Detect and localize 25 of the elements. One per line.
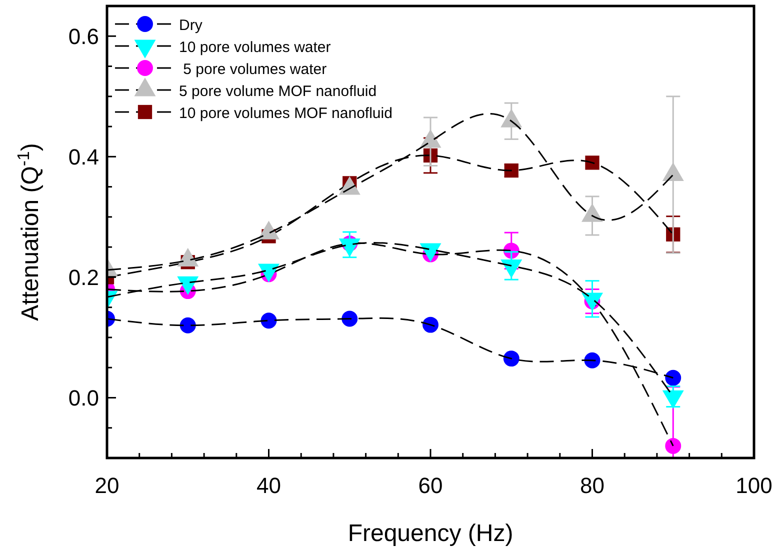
y-tick-label: 0.4 <box>68 144 99 170</box>
legend-label: Dry <box>179 17 203 34</box>
x-tick-label: 80 <box>580 473 604 498</box>
legend-label: 10 pore volumes water <box>179 39 331 56</box>
legend-label: 10 pore volumes MOF nanofluid <box>179 105 392 122</box>
point <box>665 438 682 454</box>
legend-label: 5 pore volume MOF nanofluid <box>179 83 377 100</box>
point <box>503 350 520 367</box>
y-tick-label: 0.0 <box>68 386 99 411</box>
x-tick-label: 20 <box>94 473 120 498</box>
x-axis-title: Frequency (Hz) <box>348 520 514 547</box>
point <box>180 317 196 334</box>
x-tick-label: 100 <box>736 473 772 498</box>
point <box>504 163 518 178</box>
point <box>422 316 438 333</box>
point <box>584 352 600 368</box>
x-tick-label: 40 <box>256 473 281 498</box>
point <box>260 312 277 329</box>
y-tick-label: 0.6 <box>68 24 99 50</box>
point <box>585 156 600 170</box>
point <box>342 310 358 327</box>
point <box>665 370 682 386</box>
y-tick-label: 0.2 <box>68 265 99 290</box>
x-tick-label: 60 <box>418 473 443 498</box>
legend-label: 5 pore volumes water <box>179 61 327 78</box>
